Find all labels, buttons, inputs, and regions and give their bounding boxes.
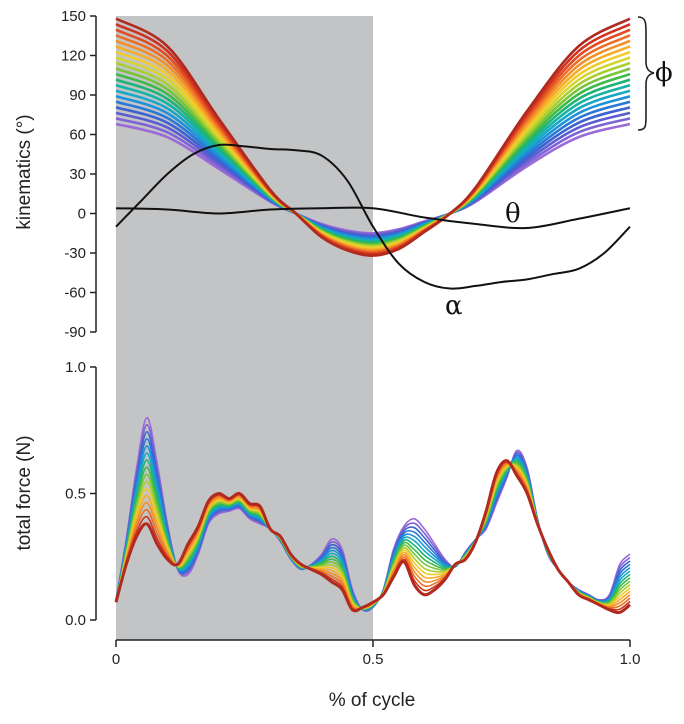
top-y-tick-label: 0	[78, 206, 86, 223]
top-y-tick-label: 60	[69, 127, 86, 144]
top-y-tick-label: 150	[61, 8, 86, 25]
shaded-stance-region	[116, 16, 373, 640]
top-y-tick-label: 30	[69, 166, 86, 183]
theta-line	[115, 206, 631, 230]
theta-label: θ	[505, 199, 521, 229]
bottom-y-tick-label: 0.5	[65, 486, 86, 503]
bottom-y-axis-title: total force (N)	[14, 435, 35, 550]
top-y-tick-label: -60	[64, 285, 86, 302]
alpha-label: α	[445, 291, 463, 321]
x-axis-title: % of cycle	[329, 690, 416, 711]
phi-label: ϕ	[655, 58, 673, 88]
x-tick-label: 0	[112, 651, 120, 668]
alpha-line	[115, 143, 631, 290]
top-y-tick-label: -30	[64, 245, 86, 262]
force-curve-16	[114, 459, 631, 615]
top-y-tick-label: -90	[64, 324, 86, 341]
bottom-y-tick-label: 1.0	[65, 359, 86, 376]
phi-range-brace	[637, 16, 655, 131]
top-y-tick-label: 90	[69, 87, 86, 104]
phi-curve-20	[115, 17, 631, 257]
bottom-y-tick-label: 0.0	[65, 612, 86, 629]
top-y-tick-label: 120	[61, 48, 86, 65]
x-tick-label: 1.0	[620, 651, 641, 668]
top-y-axis-title: kinematics (°)	[14, 114, 35, 229]
x-tick-label: 0.5	[363, 651, 384, 668]
